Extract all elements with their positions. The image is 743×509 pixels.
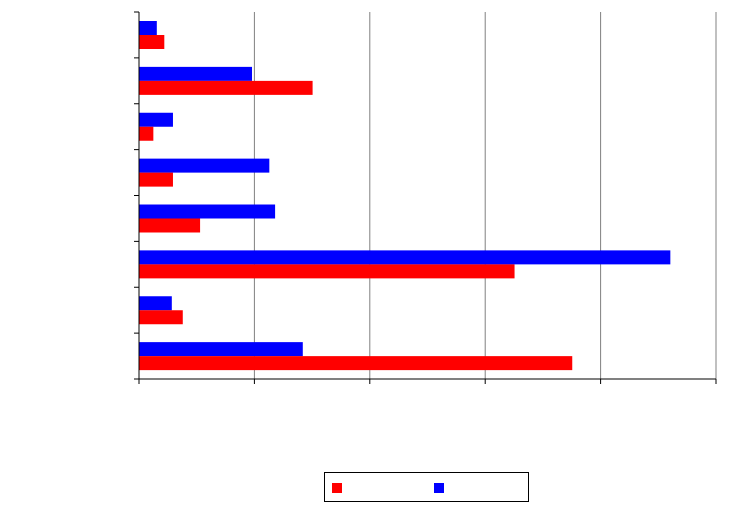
- bar-series-2-cat-6: [139, 264, 515, 279]
- bars: [139, 21, 671, 371]
- bar-series-1-cat-8: [139, 342, 303, 357]
- grid-lines: [253, 12, 717, 379]
- legend-item-series-2: [434, 483, 450, 493]
- legend: [324, 472, 529, 502]
- legend-item-series-1: [332, 483, 348, 493]
- bar-series-2-cat-2: [139, 80, 313, 95]
- bar-series-2-cat-4: [139, 172, 173, 187]
- bar-series-2-cat-1: [139, 35, 165, 49]
- bar-series-2-cat-8: [139, 356, 573, 371]
- bar-series-1-cat-7: [139, 296, 172, 311]
- bar-series-1-cat-1: [139, 21, 157, 35]
- bar-series-1-cat-3: [139, 112, 173, 127]
- bar-series-2-cat-7: [139, 310, 183, 325]
- bar-series-1-cat-5: [139, 204, 276, 219]
- legend-swatch-series-2: [434, 483, 444, 493]
- bar-series-2-cat-3: [139, 126, 154, 141]
- bar-series-1-cat-2: [139, 66, 253, 81]
- bar-series-1-cat-4: [139, 158, 270, 173]
- bar-series-1-cat-6: [139, 250, 671, 265]
- axes: [134, 11, 717, 384]
- bar-series-2-cat-5: [139, 218, 201, 233]
- legend-swatch-series-1: [332, 483, 342, 493]
